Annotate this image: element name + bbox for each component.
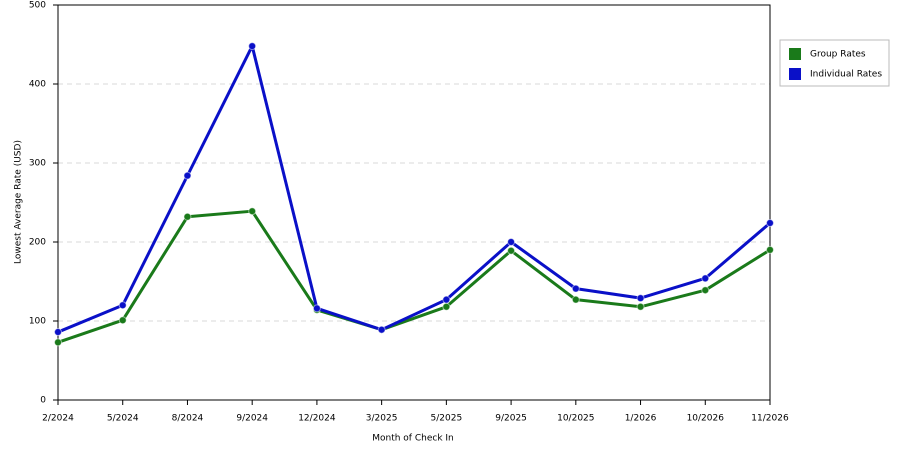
x-tick-label: 5/2025 bbox=[431, 414, 463, 424]
y-tick-label: 0 bbox=[40, 396, 46, 406]
data-point bbox=[636, 294, 645, 303]
data-point bbox=[183, 171, 192, 180]
data-point bbox=[636, 302, 645, 311]
data-point bbox=[766, 245, 774, 254]
data-point bbox=[507, 238, 516, 246]
plot-frame bbox=[57, 4, 771, 401]
data-point bbox=[183, 212, 192, 221]
data-point bbox=[54, 328, 62, 337]
data-point bbox=[377, 325, 386, 334]
data-point bbox=[312, 304, 321, 313]
x-tick-label: 12/2024 bbox=[298, 414, 336, 424]
y-axis-title: Lowest Average Rate (USD) bbox=[14, 140, 24, 264]
data-point bbox=[571, 295, 580, 304]
x-tick-label: 9/2025 bbox=[495, 414, 527, 424]
x-tick-label: 8/2024 bbox=[172, 414, 204, 424]
data-point bbox=[118, 316, 127, 325]
data-point bbox=[442, 295, 451, 304]
x-tick-label: 3/2025 bbox=[366, 414, 398, 424]
legend-swatch bbox=[789, 68, 801, 80]
data-point bbox=[766, 219, 774, 228]
y-tick-label: 400 bbox=[29, 80, 46, 90]
legend-swatch bbox=[789, 48, 801, 60]
x-axis-title: Month of Check In bbox=[372, 434, 454, 444]
data-point bbox=[571, 284, 580, 293]
data-point bbox=[54, 338, 62, 347]
legend-label: Individual Rates bbox=[810, 70, 882, 80]
x-tick-label: 1/2026 bbox=[625, 414, 657, 424]
data-point bbox=[118, 301, 127, 310]
x-tick-label: 5/2024 bbox=[107, 414, 139, 424]
data-point bbox=[701, 286, 710, 295]
x-tick-label: 11/2026 bbox=[751, 414, 789, 424]
data-point bbox=[442, 302, 451, 311]
series-line bbox=[57, 209, 771, 344]
x-tick-label: 2/2024 bbox=[42, 414, 74, 424]
y-tick-label: 100 bbox=[29, 317, 46, 327]
y-tick-label: 200 bbox=[29, 238, 46, 248]
x-tick-label: 10/2026 bbox=[687, 414, 725, 424]
series-line bbox=[57, 44, 771, 334]
data-point bbox=[701, 274, 710, 283]
y-tick-label: 500 bbox=[29, 1, 46, 11]
data-point bbox=[248, 207, 257, 216]
y-tick-label: 300 bbox=[29, 159, 46, 169]
x-tick-label: 9/2024 bbox=[236, 414, 268, 424]
legend-label: Group Rates bbox=[810, 50, 866, 60]
data-point bbox=[507, 246, 516, 255]
data-point bbox=[248, 42, 257, 51]
x-tick-label: 10/2025 bbox=[557, 414, 594, 424]
